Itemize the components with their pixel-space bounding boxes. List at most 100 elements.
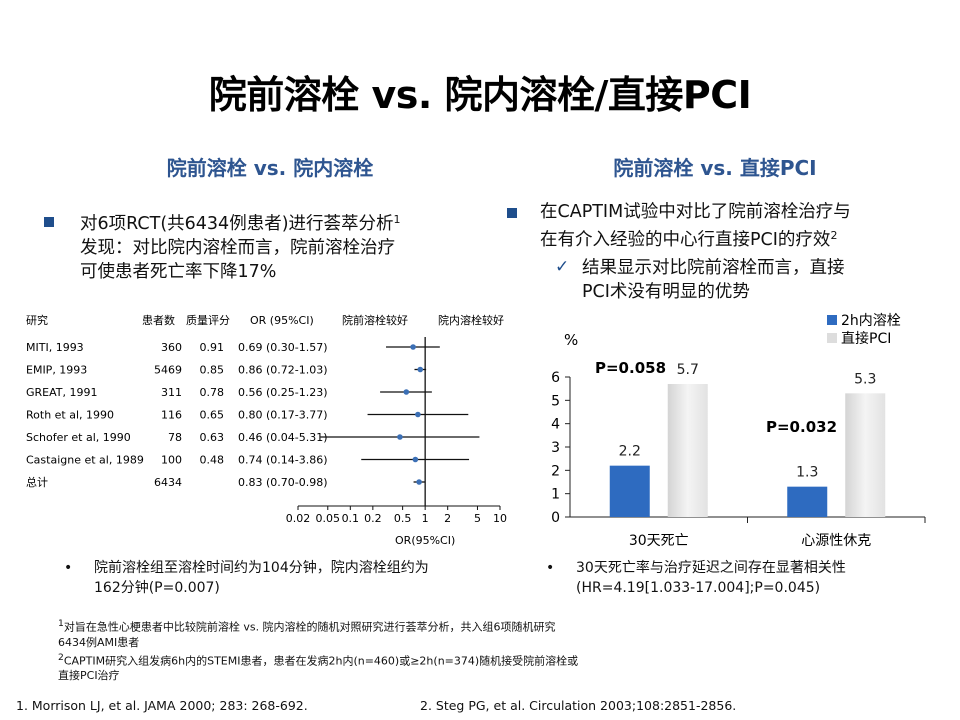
forest-header: 研究 xyxy=(26,313,48,327)
forest-point xyxy=(415,411,421,418)
forest-x-tick-label: 0.02 xyxy=(286,512,311,525)
forest-x-axis-label: OR(95%CI) xyxy=(395,534,455,547)
bar-y-tick-label: 3 xyxy=(551,440,560,456)
bullet-square-icon xyxy=(44,217,54,227)
bar-chart: % 0 1 2 3 4 5 6 2.2 5.7 30天死亡 1.3 5.3 心源性休克 P=0.058 P=0… xyxy=(551,313,926,549)
left-bullet-line: 对6项RCT(共6434例患者)进行荟萃分析1 xyxy=(80,208,500,236)
forest-header: 患者数 xyxy=(142,314,175,327)
forest-or-label: 0.86 (0.72-1.03) xyxy=(238,364,328,377)
forest-study-label: Roth et al, 1990 xyxy=(26,409,114,422)
forest-x-tick-label: 5 xyxy=(474,512,481,525)
right-bullet-text: 在CAPTIM试验中对比了院前溶栓治疗与 在有介入经验的中心行直接PCI的疗效2 xyxy=(540,200,950,252)
bar-y-tick-label: 2 xyxy=(551,463,560,479)
left-note-line2: 162分钟(P=0.007) xyxy=(94,580,220,596)
right-check-text: 结果显示对比院前溶栓而言，直接 PCI术没有明显的优势 xyxy=(582,256,942,304)
left-bullet-line1: 对6项RCT(共6434例患者)进行荟萃分析 xyxy=(80,214,394,234)
left-bullet-text: 对6项RCT(共6434例患者)进行荟萃分析1 发现：对比院内溶栓而言，院前溶栓… xyxy=(80,208,500,284)
bar-pci xyxy=(667,384,708,517)
bar-value-label: 1.3 xyxy=(796,465,818,481)
forest-score-label: 0.91 xyxy=(200,341,225,354)
bar-value-label: 5.7 xyxy=(677,362,699,378)
left-bullet-line2: 发现：对比院内溶栓而言，院前溶栓治疗 xyxy=(80,238,395,258)
forest-n-label: 5469 xyxy=(154,364,182,377)
page-title: 院前溶栓 vs. 院内溶栓/直接PCI xyxy=(208,73,752,117)
forest-study-label: 总计 xyxy=(26,475,48,489)
forest-n-label: 311 xyxy=(161,386,182,399)
footnote-2-line1: 2CAPTIM研究入组发病6h内的STEMI患者，患者在发病2h内(n=460)… xyxy=(58,651,579,668)
right-check-line2: PCI术没有明显的优势 xyxy=(582,282,750,302)
forest-x-tick-label: 2 xyxy=(444,512,451,525)
forest-or-label: 0.46 (0.04-5.31) xyxy=(238,431,328,444)
bar-y-unit-label: % xyxy=(564,331,578,349)
bar-p-value-label: P=0.032 xyxy=(766,418,837,436)
right-note-line1: 30天死亡率与治疗延迟之间存在显著相关性 xyxy=(576,560,846,576)
forest-header: 质量评分 xyxy=(186,314,230,327)
forest-point xyxy=(410,344,416,350)
checkmark-icon: ✓ xyxy=(555,257,570,277)
bar-category-label: 30天死亡 xyxy=(629,533,689,549)
forest-study-label: Castaigne et al, 1989 xyxy=(26,454,144,467)
forest-x-tick-label: 0.5 xyxy=(394,512,412,525)
forest-n-label: 100 xyxy=(161,454,182,467)
bar-pci xyxy=(845,393,886,517)
bar-value-label: 5.3 xyxy=(854,371,876,387)
forest-header: OR (95%CI) xyxy=(250,314,314,327)
forest-n-label: 6434 xyxy=(154,476,182,489)
bar-y-tick-label: 4 xyxy=(551,417,560,433)
forest-x-tick-label: 0.2 xyxy=(364,512,382,525)
forest-header: 院内溶栓较好 xyxy=(438,313,504,327)
bar-legend-label: 直接PCI xyxy=(841,330,891,347)
reference-2: 2. Steg PG, et al. Circulation 2003;108:… xyxy=(420,698,737,713)
bar-legend-swatch xyxy=(827,315,837,325)
left-note: 院前溶栓组至溶栓时间约为104分钟，院内溶栓组约为 162分钟(P=0.007) xyxy=(94,558,514,598)
bar-y-tick-label: 0 xyxy=(551,510,560,526)
forest-score-label: 0.48 xyxy=(200,454,225,467)
forest-score-label: 0.78 xyxy=(200,386,225,399)
note-bullet-icon: • xyxy=(546,560,555,576)
right-note: 30天死亡率与治疗延迟之间存在显著相关性 (HR=4.19[1.033-17.0… xyxy=(576,558,946,598)
bar-legend-label: 2h内溶栓 xyxy=(841,313,901,329)
forest-score-label: 0.85 xyxy=(200,364,225,377)
footnotes: 1对旨在急性心梗患者中比较院前溶栓 vs. 院内溶栓的随机对照研究进行荟萃分析，… xyxy=(58,616,678,683)
bar-y-tick-label: 1 xyxy=(551,487,560,503)
bar-legend-swatch xyxy=(827,333,837,343)
footnote-1-line1: 1对旨在急性心梗患者中比较院前溶栓 vs. 院内溶栓的随机对照研究进行荟萃分析，… xyxy=(58,618,556,634)
forest-x-tick-label: 0.05 xyxy=(316,512,341,525)
bar-value-label: 2.2 xyxy=(619,444,641,460)
forest-x-tick-label: 10 xyxy=(493,512,507,525)
left-note-line1: 院前溶栓组至溶栓时间约为104分钟，院内溶栓组约为 xyxy=(94,560,429,576)
forest-or-label: 0.69 (0.30-1.57) xyxy=(238,341,328,354)
forest-plot: 研究 患者数 质量评分 OR (95%CI) 院前溶栓较好 院内溶栓较好 MITI, 199… xyxy=(26,313,507,547)
forest-study-label: EMIP, 1993 xyxy=(26,364,87,377)
forest-study-label: GREAT, 1991 xyxy=(26,386,98,399)
forest-study-label: MITI, 1993 xyxy=(26,341,84,354)
forest-point xyxy=(416,479,422,485)
forest-n-label: 116 xyxy=(161,409,182,422)
note-bullet-icon: • xyxy=(64,560,73,576)
bar-thrombolysis xyxy=(787,486,828,517)
forest-or-label: 0.83 (0.70-0.98) xyxy=(238,476,328,489)
bar-category-label: 心源性休克 xyxy=(801,533,871,549)
forest-point xyxy=(403,389,410,395)
forest-x-tick-label: 1 xyxy=(422,512,429,525)
right-note-line2: (HR=4.19[1.033-17.004];P=0.045) xyxy=(576,580,821,596)
right-bullet-line2: 在有介入经验的中心行直接PCI的疗效 xyxy=(540,230,831,250)
forest-point xyxy=(397,434,403,440)
bar-y-tick-label: 6 xyxy=(551,370,560,386)
right-bullet-sup: 2 xyxy=(830,229,838,242)
bar-y-tick-label: 5 xyxy=(551,393,560,409)
left-bullet-sup: 1 xyxy=(393,213,401,226)
forest-score-label: 0.63 xyxy=(200,431,225,444)
forest-or-label: 0.56 (0.25-1.23) xyxy=(238,386,328,399)
forest-n-label: 78 xyxy=(168,431,182,444)
forest-or-label: 0.80 (0.17-3.77) xyxy=(238,409,328,422)
right-bullet-line: 在有介入经验的中心行直接PCI的疗效2 xyxy=(540,224,950,252)
bar-thrombolysis xyxy=(609,465,650,517)
reference-1: 1. Morrison LJ, et al. JAMA 2000; 283: 2… xyxy=(16,698,308,713)
right-bullet-line1: 在CAPTIM试验中对比了院前溶栓治疗与 xyxy=(540,202,851,222)
forest-point xyxy=(417,366,424,373)
bullet-square-icon xyxy=(507,208,517,218)
footnote-1-line2: 6434例AMI患者 xyxy=(58,635,140,649)
left-subtitle: 院前溶栓 vs. 院内溶栓 xyxy=(166,156,374,180)
forest-n-label: 360 xyxy=(161,341,182,354)
